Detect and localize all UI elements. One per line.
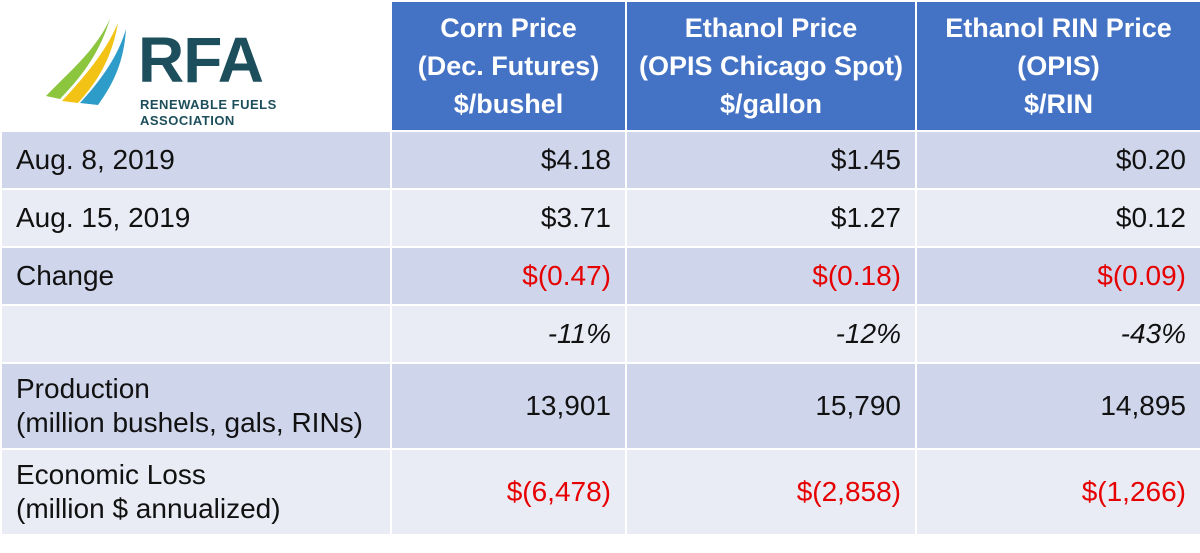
table-row-aug-8: Aug. 8, 2019 $4.18 $1.45 $0.20 xyxy=(0,130,1200,190)
header-rin-price: Ethanol RIN Price (OPIS) $/RIN xyxy=(915,0,1200,132)
header-line: Corn Price xyxy=(440,13,577,43)
cell-corn: $(6,478) xyxy=(390,448,627,536)
table-row-aug-15: Aug. 15, 2019 $3.71 $1.27 $0.12 xyxy=(0,188,1200,248)
cell-rin: 14,895 xyxy=(915,362,1200,450)
row-label-line: Economic Loss xyxy=(16,459,206,490)
cell-rin: $(0.09) xyxy=(915,246,1200,306)
cell-corn: $(0.47) xyxy=(390,246,627,306)
cell-ethanol: -12% xyxy=(625,304,917,364)
logo-cell: RFA RENEWABLE FUELS ASSOCIATION xyxy=(0,0,392,132)
cell-corn: -11% xyxy=(390,304,627,364)
header-line: Ethanol RIN Price xyxy=(945,13,1172,43)
table-row-economic-loss: Economic Loss (million $ annualized) $(6… xyxy=(0,448,1200,536)
row-label-line: (million $ annualized) xyxy=(16,493,281,524)
rfa-logo: RFA RENEWABLE FUELS ASSOCIATION xyxy=(40,11,340,128)
cell-rin: $0.20 xyxy=(915,130,1200,190)
row-label: Economic Loss (million $ annualized) xyxy=(0,448,392,536)
table-row-production: Production (million bushels, gals, RINs)… xyxy=(0,362,1200,450)
cell-rin: $(1,266) xyxy=(915,448,1200,536)
header-line: $/bushel xyxy=(453,89,564,119)
row-label-line: (million bushels, gals, RINs) xyxy=(16,407,363,438)
header-ethanol-price: Ethanol Price (OPIS Chicago Spot) $/gall… xyxy=(625,0,917,132)
cell-ethanol: 15,790 xyxy=(625,362,917,450)
header-line: $/RIN xyxy=(1023,89,1094,119)
row-label: Change xyxy=(0,246,392,306)
cell-corn: $3.71 xyxy=(390,188,627,248)
cell-ethanol: $1.27 xyxy=(625,188,917,248)
row-label: Production (million bushels, gals, RINs) xyxy=(0,362,392,450)
table-row-change: Change $(0.47) $(0.18) $(0.09) xyxy=(0,246,1200,306)
cell-rin: -43% xyxy=(915,304,1200,364)
header-line: $/gallon xyxy=(719,89,822,119)
row-label: Aug. 15, 2019 xyxy=(0,188,392,248)
price-table: RFA RENEWABLE FUELS ASSOCIATION Corn Pri… xyxy=(0,0,1200,536)
row-label: Aug. 8, 2019 xyxy=(0,130,392,190)
table-row-percent-change: -11% -12% -43% xyxy=(0,304,1200,364)
cell-ethanol: $(0.18) xyxy=(625,246,917,306)
header-row: RFA RENEWABLE FUELS ASSOCIATION Corn Pri… xyxy=(0,0,1200,132)
row-label xyxy=(0,304,392,364)
cell-ethanol: $1.45 xyxy=(625,130,917,190)
cell-corn: $4.18 xyxy=(390,130,627,190)
cell-rin: $0.12 xyxy=(915,188,1200,248)
header-line: (Dec. Futures) xyxy=(417,51,600,81)
header-line: (OPIS Chicago Spot) xyxy=(638,51,903,81)
cell-ethanol: $(2,858) xyxy=(625,448,917,536)
header-line: (OPIS) xyxy=(1017,51,1100,81)
header-line: Ethanol Price xyxy=(684,13,858,43)
logo-line-1: RENEWABLE FUELS xyxy=(140,97,277,112)
logo-line-2: ASSOCIATION xyxy=(140,113,235,128)
logo-brand: RFA xyxy=(138,24,264,96)
header-corn-price: Corn Price (Dec. Futures) $/bushel xyxy=(390,0,627,132)
row-label-line: Production xyxy=(16,373,150,404)
rfa-swoosh-icon xyxy=(46,19,126,105)
cell-corn: 13,901 xyxy=(390,362,627,450)
